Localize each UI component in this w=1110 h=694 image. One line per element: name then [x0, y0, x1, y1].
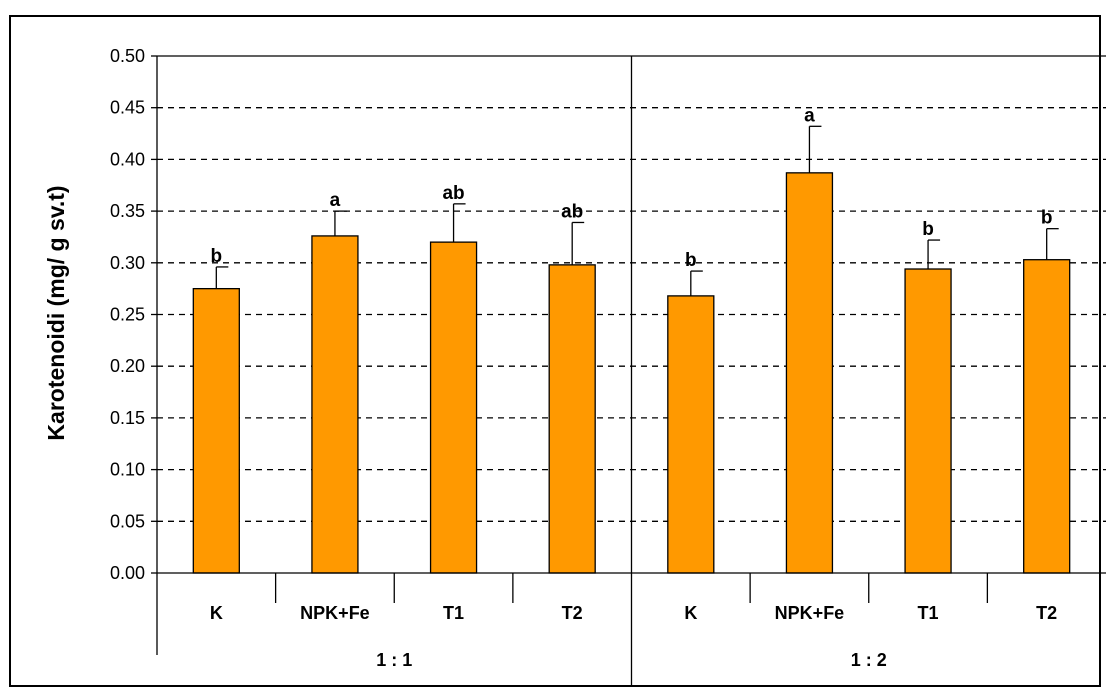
- bar: [1023, 259, 1071, 574]
- bar: [548, 264, 596, 574]
- x-category-label: K: [210, 603, 223, 623]
- significance-label: a: [804, 105, 815, 126]
- bar: [667, 295, 715, 574]
- bar: [192, 287, 240, 574]
- x-group-label: 1 : 1: [376, 650, 412, 670]
- x-category-label: NPK+Fe: [300, 603, 370, 623]
- y-tick-label: 0.30: [110, 253, 145, 273]
- significance-label: b: [685, 250, 697, 271]
- x-axis: K NPK+Fe T1 T2 1 : 1 K NPK+Fe T1 T2 1 : 2: [157, 56, 1106, 686]
- bar: [311, 235, 359, 574]
- significance-label: a: [330, 190, 341, 211]
- y-tick-label: 0.05: [110, 511, 145, 531]
- y-tick-label: 0.50: [110, 46, 145, 66]
- bar: [904, 268, 952, 574]
- y-tick-label: 0.10: [110, 460, 145, 480]
- x-category-label: T1: [918, 603, 939, 623]
- y-axis-label: Karotenoidi (mg/ g sv.t): [43, 185, 69, 440]
- bar: [785, 172, 834, 574]
- y-tick-label: 0.45: [110, 98, 145, 118]
- x-category-label: T1: [443, 603, 464, 623]
- significance-label: ab: [561, 201, 583, 222]
- significance-label: b: [211, 246, 223, 267]
- x-category-label: T2: [1036, 603, 1057, 623]
- y-tick-label: 0.15: [110, 408, 145, 428]
- y-tick-label: 0.00: [110, 563, 145, 583]
- y-tick-label: 0.35: [110, 201, 145, 221]
- significance-label: b: [1041, 208, 1053, 229]
- significance-label: b: [922, 219, 934, 240]
- x-category-label: K: [684, 603, 697, 623]
- y-tick-label: 0.40: [110, 149, 145, 169]
- x-group-label: 1 : 2: [851, 650, 887, 670]
- x-category-label: NPK+Fe: [775, 603, 845, 623]
- significance-label: ab: [442, 183, 464, 204]
- bar: [429, 241, 478, 574]
- y-tick-label: 0.20: [110, 356, 145, 376]
- y-axis: 0.00 0.05 0.10 0.15 0.20 0.25 0.30 0.35 0.40 0.45…: [110, 46, 158, 655]
- x-category-label: T2: [562, 603, 583, 623]
- y-tick-label: 0.25: [110, 305, 145, 325]
